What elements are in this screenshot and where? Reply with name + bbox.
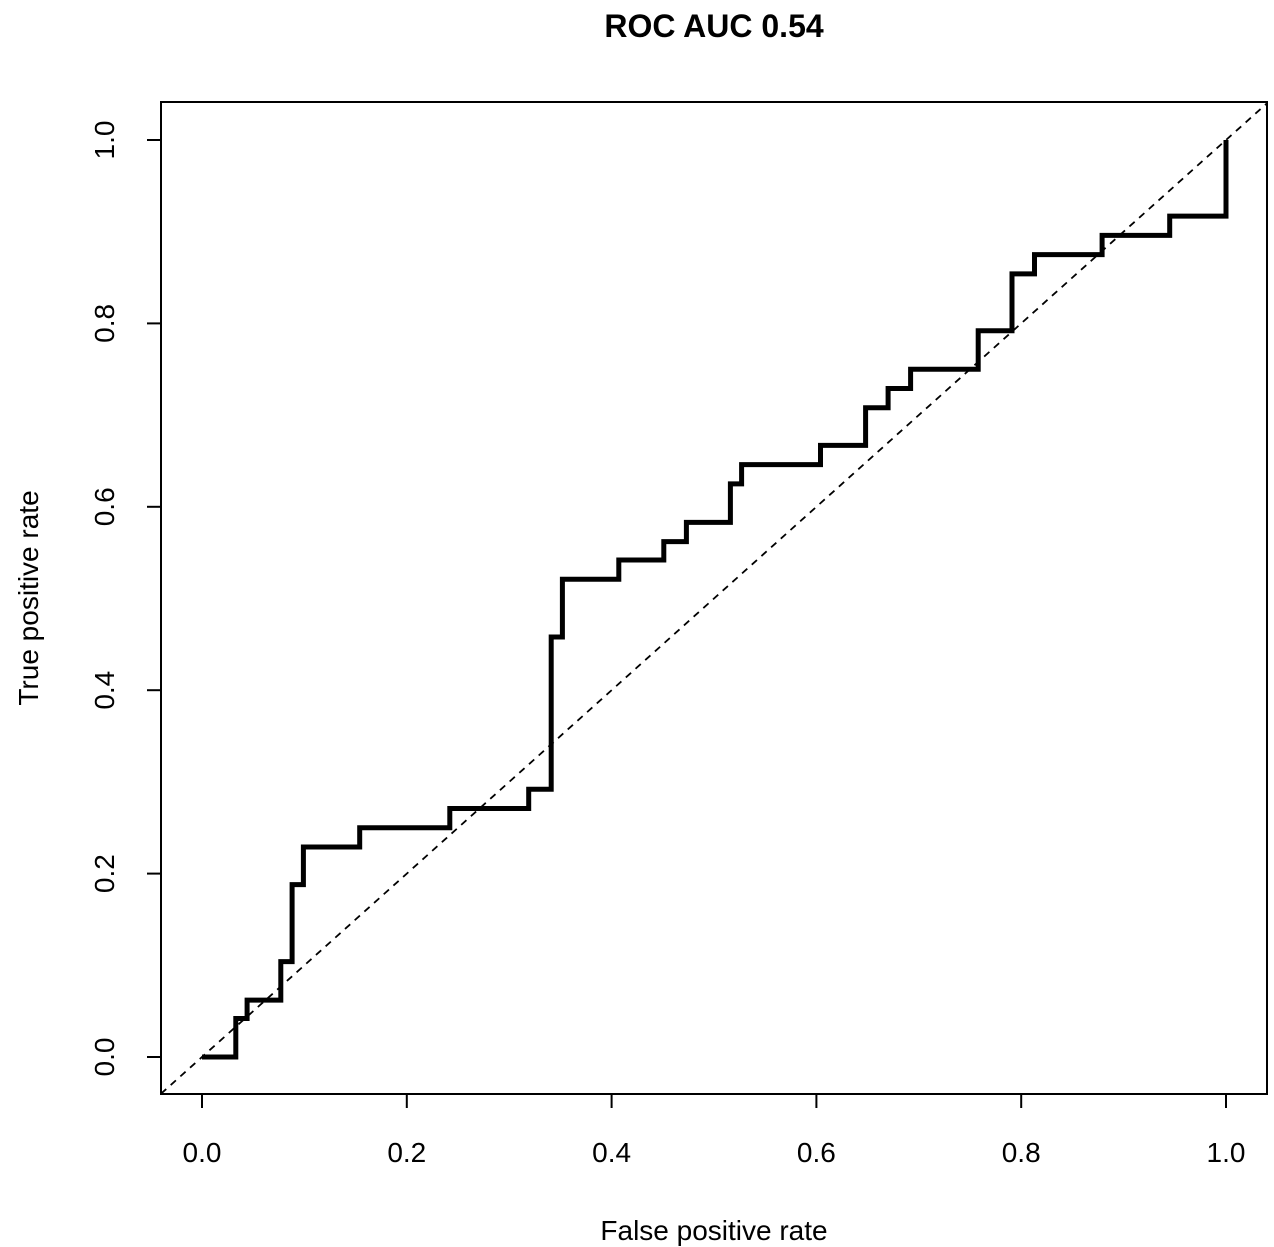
diagonal-reference-line: [160, 102, 1268, 1095]
x-tick-label: 1.0: [1207, 1137, 1246, 1168]
series-layer: [160, 102, 1268, 1095]
y-tick-label: 1.0: [89, 121, 120, 160]
y-axis: 0.0 0.2 0.4 0.6 0.8 1.0: [89, 121, 162, 1077]
roc-curve: [202, 140, 1229, 1060]
y-tick-label: 0.6: [89, 487, 120, 526]
x-tick-label: 0.2: [387, 1137, 426, 1168]
y-tick-label: 0.2: [89, 854, 120, 893]
x-axis-title: False positive rate: [600, 1215, 827, 1246]
y-axis-title: True positive rate: [13, 490, 44, 705]
chart-title: ROC AUC 0.54: [604, 8, 824, 44]
x-tick-label: 0.0: [183, 1137, 222, 1168]
y-tick-label: 0.4: [89, 671, 120, 710]
x-axis: 0.0 0.2 0.4 0.6 0.8 1.0: [183, 1093, 1246, 1168]
x-tick-label: 0.8: [1002, 1137, 1041, 1168]
x-tick-label: 0.6: [797, 1137, 836, 1168]
x-tick-label: 0.4: [592, 1137, 631, 1168]
y-tick-label: 0.8: [89, 304, 120, 343]
y-tick-label: 0.0: [89, 1038, 120, 1077]
